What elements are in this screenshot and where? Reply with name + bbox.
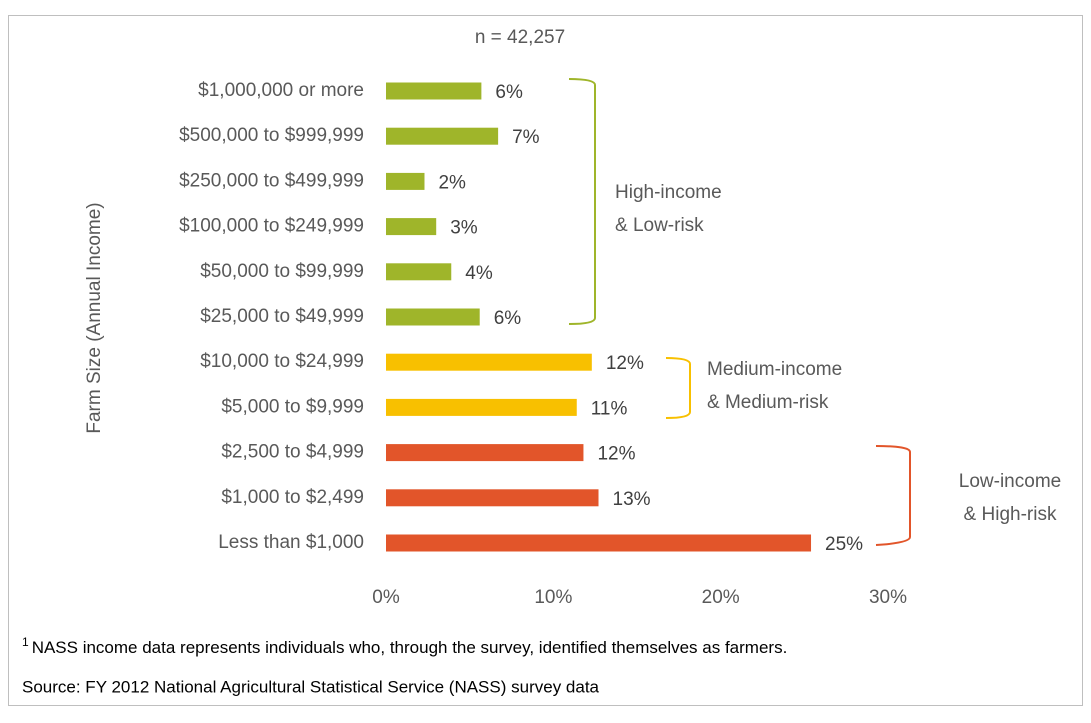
data-label: 13% [613, 489, 651, 510]
y-tick-label: $2,500 to $4,999 [221, 442, 364, 463]
bar [386, 218, 437, 236]
bar [386, 398, 577, 416]
bar [386, 444, 584, 462]
data-label: 12% [597, 444, 635, 465]
data-label: 12% [606, 353, 644, 374]
source: Source: FY 2012 National Agricultural St… [22, 677, 600, 696]
annotation: Medium-income [707, 359, 842, 380]
data-label: 25% [825, 534, 863, 555]
annotation: & High-risk [964, 504, 1057, 525]
y-axis-label: Farm Size (Annual Income) [84, 202, 105, 433]
y-tick-label: $250,000 to $499,999 [179, 170, 364, 191]
footnote: 1 NASS income data represents individuals… [22, 635, 787, 657]
bar [386, 172, 425, 190]
bar [386, 263, 452, 281]
bracket [875, 445, 911, 546]
y-tick-label: $50,000 to $99,999 [200, 261, 364, 282]
annotation: & Low-risk [615, 215, 704, 236]
y-tick-label: $10,000 to $24,999 [200, 351, 364, 372]
data-label: 3% [450, 218, 478, 239]
bar [386, 489, 599, 507]
y-tick-label: $1,000,000 or more [198, 80, 364, 101]
annotation: Low-income [959, 471, 1061, 492]
y-tick-label: Less than $1,000 [218, 532, 364, 553]
annotation: & Medium-risk [707, 392, 829, 413]
y-tick-label: $100,000 to $249,999 [179, 216, 364, 237]
data-label: 2% [438, 172, 466, 193]
annotation: High-income [615, 182, 722, 203]
chart-border [8, 15, 1083, 706]
footnote-text: NASS income data represents individuals … [32, 638, 788, 657]
x-tick-label: 0% [372, 587, 400, 608]
bar [386, 127, 499, 145]
bar [386, 82, 482, 100]
data-label: 4% [465, 263, 493, 284]
data-label: 6% [495, 82, 523, 103]
bar [386, 534, 812, 552]
bracket [665, 357, 691, 419]
chart-subtitle: n = 42,257 [475, 27, 565, 48]
x-tick-label: 30% [869, 587, 907, 608]
data-label: 6% [494, 308, 522, 329]
bracket [568, 78, 596, 325]
footnote-marker: 1 [22, 635, 29, 649]
y-tick-label: $5,000 to $9,999 [221, 396, 364, 417]
data-label: 11% [591, 398, 628, 419]
bar [386, 308, 480, 326]
bar [386, 353, 592, 371]
y-tick-label: $500,000 to $999,999 [179, 125, 364, 146]
x-tick-label: 10% [534, 587, 572, 608]
x-tick-label: 20% [702, 587, 740, 608]
data-label: 7% [512, 127, 540, 148]
y-tick-label: $25,000 to $49,999 [200, 306, 364, 327]
y-tick-label: $1,000 to $2,499 [221, 487, 364, 508]
